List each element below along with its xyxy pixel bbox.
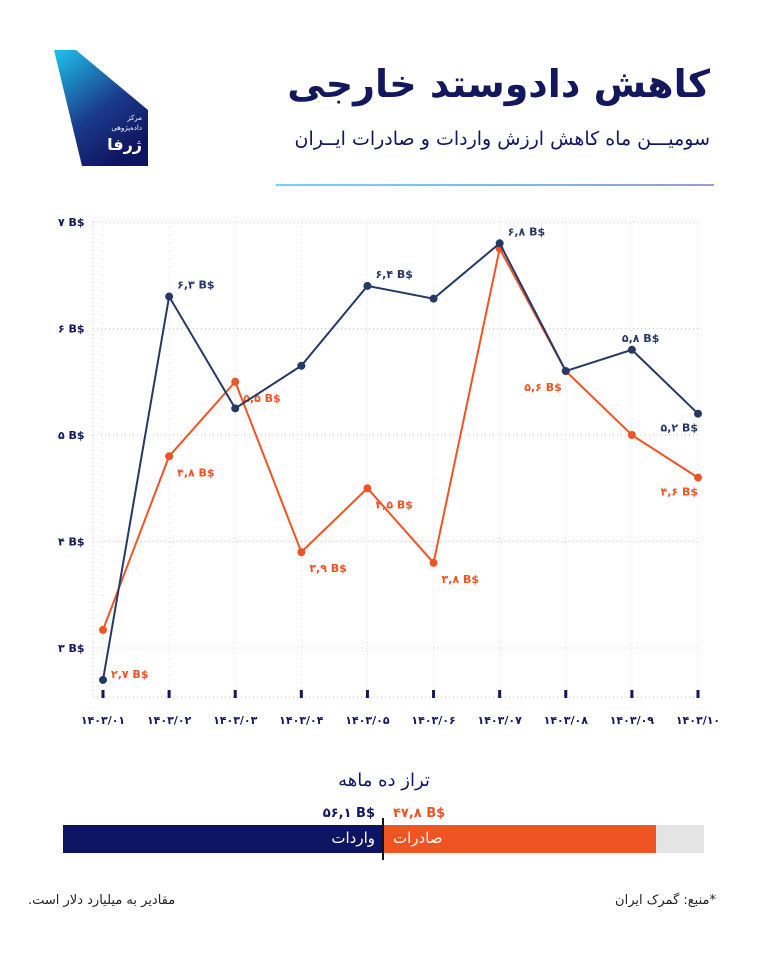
data-point — [561, 367, 570, 376]
x-tick-label: ۱۴۰۳/۰۴ — [279, 714, 324, 727]
data-label: ۶,۸ B$ — [508, 225, 545, 238]
divider — [276, 184, 714, 186]
data-point — [165, 452, 174, 461]
balance-title: تراز ده ماهه — [338, 770, 430, 791]
x-tick — [630, 690, 634, 698]
units-note: مقادیر به میلیارد دلار است. — [28, 893, 176, 908]
page-subtitle: سومیـــن ماه کاهش ارزش واردات و صادرات ا… — [294, 128, 710, 150]
bar-remainder — [656, 825, 704, 853]
data-label: ۵,۶ B$ — [524, 381, 561, 394]
data-point — [231, 377, 240, 386]
data-point — [694, 409, 702, 418]
series-line-exports — [102, 245, 699, 631]
x-tick — [167, 690, 171, 698]
x-tick-label: ۱۴۰۳/۰۳ — [213, 714, 258, 727]
svg-text:ژرفا: ژرفا — [107, 135, 142, 154]
exports-total-value: ۴۷,۸ B$ — [393, 806, 446, 821]
data-label: ۴,۶ B$ — [661, 486, 698, 499]
bar-separator — [382, 818, 384, 860]
page-title: کاهش دادوستد خارجی — [287, 62, 710, 106]
data-point — [363, 484, 372, 493]
data-point — [165, 292, 174, 301]
x-tick — [233, 690, 237, 698]
x-tick — [696, 690, 700, 698]
svg-text:داده‌پژوهی: داده‌پژوهی — [111, 124, 142, 132]
y-tick-label: ۷ B$ — [58, 216, 85, 229]
imports-bar — [63, 825, 383, 853]
x-tick — [564, 690, 568, 698]
data-point — [99, 675, 107, 684]
imports-bar-label: واردات — [331, 829, 375, 847]
data-label: ۳,۸ B$ — [442, 573, 479, 586]
data-label: ۲,۷ B$ — [111, 668, 148, 681]
x-tick-label: ۱۴۰۳/۰۵ — [345, 714, 390, 727]
data-label: ۴,۵ B$ — [375, 498, 412, 511]
data-point — [363, 281, 372, 290]
data-point — [297, 361, 306, 370]
exports-bar-label: صادرات — [393, 829, 443, 847]
series-line-imports — [102, 241, 699, 681]
zharfa-logo: مرکز داده‌پژوهی ژرفا — [54, 50, 148, 166]
data-label: ۶,۳ B$ — [177, 279, 214, 292]
data-point — [627, 431, 636, 439]
data-point — [627, 345, 636, 354]
x-tick-label: ۱۴۰۳/۰۹ — [610, 714, 655, 727]
data-label: ۵,۵ B$ — [243, 392, 280, 405]
data-label: ۵,۸ B$ — [622, 332, 659, 345]
x-tick — [101, 690, 105, 698]
y-tick-label: ۴ B$ — [58, 536, 85, 549]
line-chart: ۳ B$ ۴ B$ ۵ B$ ۶ B$ ۷ B$ ۱۴۰۳/۰۱ ۱۴۰۳/۰۲ ۱۴۰۳/۰… — [58, 216, 720, 727]
data-point — [694, 473, 702, 482]
svg-text:مرکز: مرکز — [126, 114, 142, 122]
data-point — [99, 625, 107, 634]
data-point — [429, 558, 438, 567]
data-point — [495, 239, 504, 248]
x-tick-label: ۱۴۰۳/۰۶ — [411, 714, 455, 727]
data-point — [429, 294, 438, 303]
y-tick-label: ۶ B$ — [58, 323, 85, 336]
x-tick — [299, 690, 303, 698]
x-tick-label: ۱۴۰۳/۰۸ — [544, 714, 589, 727]
x-tick-label: ۱۴۰۳/۰۷ — [478, 714, 523, 727]
exports-bar — [383, 825, 656, 853]
data-point — [297, 548, 306, 557]
x-tick — [432, 690, 436, 698]
y-tick-label: ۵ B$ — [58, 429, 85, 442]
source-note: *منبع: گمرک ایران — [615, 893, 716, 908]
data-label: ۳,۹ B$ — [309, 562, 346, 575]
imports-total-value: ۵۶,۱ B$ — [322, 806, 375, 821]
x-tick — [498, 690, 502, 698]
x-tick — [365, 690, 369, 698]
data-label: ۴,۸ B$ — [177, 466, 214, 479]
data-label: ۵,۲ B$ — [661, 422, 698, 435]
y-tick-label: ۳ B$ — [58, 642, 85, 655]
data-label: ۶,۴ B$ — [375, 268, 412, 281]
x-tick-label: ۱۴۰۳/۱۰ — [676, 714, 720, 727]
x-tick-label: ۱۴۰۳/۰۲ — [147, 714, 192, 727]
x-tick-label: ۱۴۰۳/۰۱ — [81, 714, 125, 727]
data-point — [231, 404, 240, 413]
